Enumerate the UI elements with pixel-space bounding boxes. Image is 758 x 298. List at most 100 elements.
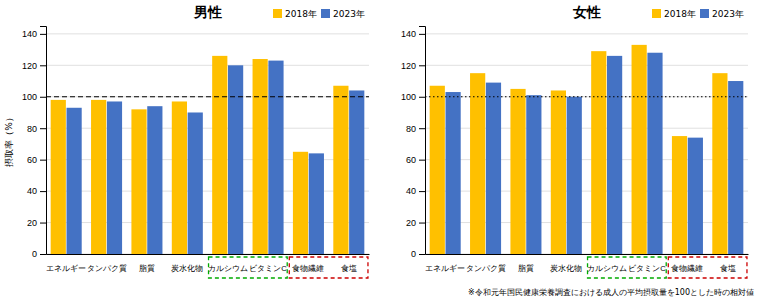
tick-mark [40,65,46,66]
tick-label: 40 [27,186,37,196]
bar [607,56,622,254]
tick: 80 [27,124,46,134]
tick-label: 120 [22,61,37,71]
tick: 0 [411,249,425,259]
grid [425,34,748,254]
axis-line [40,27,47,255]
tick-label: 40 [406,186,416,196]
grid-line [46,96,369,97]
tick-label: 100 [22,92,37,102]
tick: カルシウム [208,254,248,273]
tick-mark [419,223,425,224]
bar [728,81,743,254]
legend-item: 2023年 [321,9,365,19]
legend-label: 2023年 [333,9,365,19]
plot-area [425,45,748,254]
tick: カルシウム [587,254,627,273]
tick-mark [40,97,46,98]
legend-label: 2023年 [712,9,744,19]
bar [567,97,582,254]
tick-label: 食物繊維 [292,264,324,273]
tick: タンパク質 [87,254,127,273]
bar [333,86,348,254]
legend: 2018年 2023年 [273,9,365,19]
tick: 100 [22,92,46,102]
tick-label: 20 [406,218,416,228]
legend-label: 2018年 [285,9,317,19]
tick-label: ビタミンC [249,264,287,273]
footnote: ※令和元年国民健康栄養調査における成人の平均摂取量を100とした時の相対値 [468,288,754,297]
tick-label: 食塩 [720,264,736,273]
grid-line [46,33,369,34]
legend-item: 2018年 [652,9,696,19]
tick-label: 0 [32,249,37,259]
reference-line [46,96,369,97]
bar [672,136,687,254]
tick: 140 [22,29,46,39]
tick-label: 80 [406,124,416,134]
tick-mark [40,160,46,161]
tick: 40 [27,186,46,196]
tick: 100 [401,92,425,102]
bar [212,56,227,254]
tick: 脂質 [139,254,155,273]
tick-label: エネルギー [425,264,465,273]
tick-label: 食塩 [341,264,357,273]
panel: 020406080100120140エネルギータンパク質脂質炭水化物カルシウムビ… [401,4,749,278]
legend-item: 2023年 [700,9,744,19]
tick-label: エネルギー [46,264,86,273]
tick-label: カルシウム [208,264,248,273]
tick-mark [40,191,46,192]
tick-label: カルシウム [587,264,627,273]
tick: 炭水化物 [171,254,203,273]
bar [253,59,268,254]
bar [486,83,501,254]
tick: 60 [406,155,425,165]
highlight-box [289,257,368,278]
legend-swatch [652,9,661,18]
bar [188,112,203,254]
tick: 脂質 [518,254,534,273]
tick-mark [419,65,425,66]
tick-label: 食物繊維 [671,264,703,273]
tick-label: 80 [27,124,37,134]
tick-label: 炭水化物 [171,264,203,273]
bar [647,53,662,254]
bar [591,51,606,254]
bar [107,101,122,254]
axis-line [426,254,749,255]
tick: 60 [27,155,46,165]
tick: 40 [406,186,425,196]
bar [430,86,445,254]
bar [551,90,566,254]
bar [131,109,146,254]
tick-label: 120 [401,61,416,71]
bar [67,108,82,254]
bar-series [430,45,728,254]
tick: エネルギー [46,254,86,273]
tick-label: タンパク質 [87,264,127,273]
y-axis: 020406080100120140 [401,27,426,260]
bar [309,153,324,254]
tick-mark [40,34,46,35]
legend-swatch [273,9,282,18]
tick-mark [40,223,46,224]
bar [91,100,106,254]
tick-label: 20 [27,218,37,228]
bar [470,73,485,254]
tick-label: ビタミンC [628,264,666,273]
bar [293,152,308,254]
title: 女性 [572,4,601,20]
tick-mark [40,254,46,255]
bar [51,100,66,254]
legend-label: 2018年 [664,9,696,19]
legend: 2018年 2023年 [652,9,744,19]
bar [446,92,461,254]
grid-line [46,65,369,66]
tick: 炭水化物 [550,254,582,273]
tick-label: 140 [22,29,37,39]
grid-line [425,96,748,97]
grid [46,34,369,254]
panel: 0 20 40 60 80 100 120 140 エネルギータンパク質 脂質炭水化物カルシウムビ… [4,4,370,278]
chart: 020406080100120140エネルギータンパク質脂質炭水化物カルシウムビ… [0,0,758,298]
